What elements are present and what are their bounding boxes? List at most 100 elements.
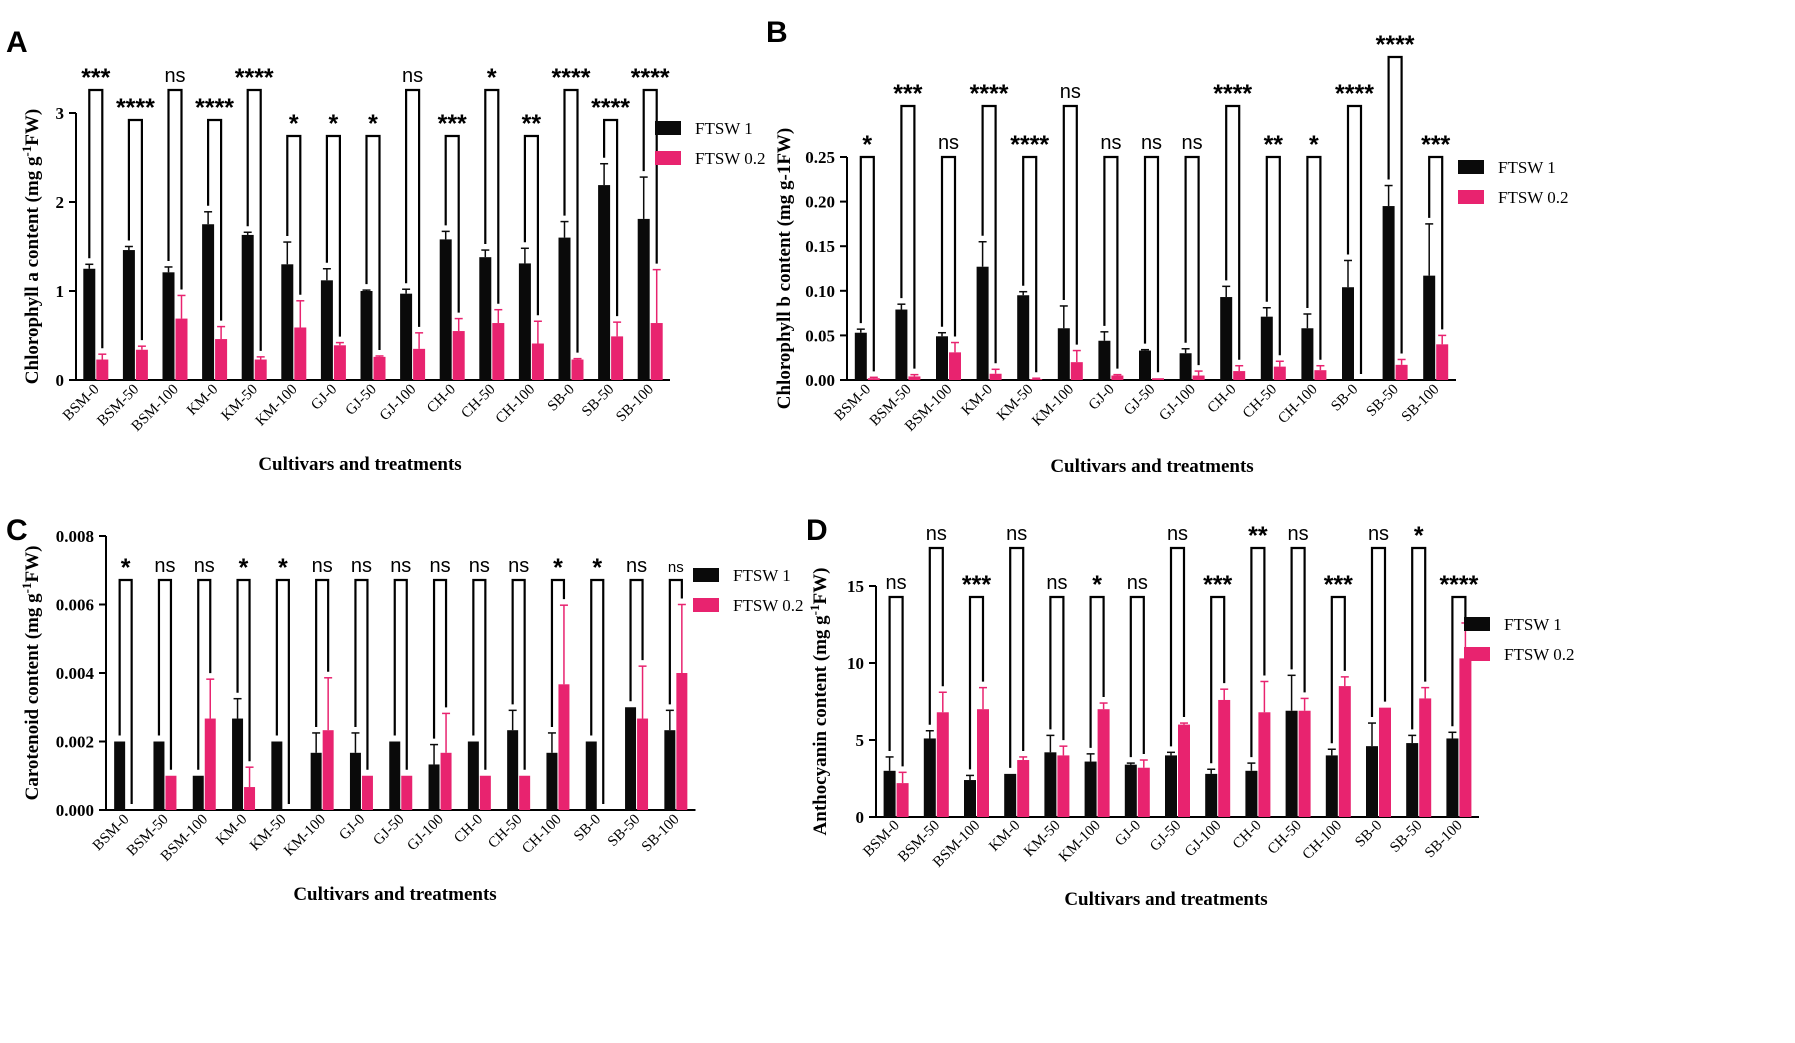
bar-ftsw1 xyxy=(518,263,531,380)
x-tick-label: KM-0 xyxy=(213,812,250,849)
significance-label: **** xyxy=(195,94,234,122)
bar-ftsw1 xyxy=(1301,328,1314,380)
significance-bracket xyxy=(1428,155,1444,330)
bar-ftsw02 xyxy=(611,336,624,380)
significance-label: ns xyxy=(1288,523,1309,545)
bar-ftsw1 xyxy=(1382,206,1395,380)
bar-ftsw02 xyxy=(413,348,426,380)
bar-ftsw02 xyxy=(1419,698,1432,817)
significance-bracket xyxy=(940,155,957,337)
y-axis-title: Chlorophyll a content (mg g-1FW) xyxy=(19,109,43,384)
legend-label-ftsw1: FTSW 1 xyxy=(733,566,791,585)
y-tick-label: 0.006 xyxy=(56,596,94,615)
bar-ftsw02 xyxy=(440,752,452,810)
bar-ftsw1 xyxy=(349,752,361,810)
significance-bracket xyxy=(354,578,369,770)
legend-swatch-ftsw1 xyxy=(655,121,681,135)
significance-bracket xyxy=(393,578,408,770)
panel-letter: B xyxy=(766,16,788,49)
significance-bracket xyxy=(1022,155,1038,373)
bar-ftsw02 xyxy=(531,343,544,380)
bar-ftsw02 xyxy=(165,775,177,810)
x-axis-title: Cultivars and treatments xyxy=(293,884,496,905)
y-tick-label: 3 xyxy=(56,104,65,123)
bar-ftsw1 xyxy=(923,738,936,817)
significance-bracket xyxy=(275,578,290,804)
bar-ftsw02 xyxy=(637,718,649,810)
significance-label: ** xyxy=(522,110,542,138)
significance-label: **** xyxy=(235,64,274,92)
significance-bracket xyxy=(325,134,341,337)
bar-ftsw1 xyxy=(1165,755,1177,817)
significance-bracket xyxy=(1290,546,1306,693)
bar-ftsw02 xyxy=(1137,767,1150,817)
significance-bracket xyxy=(197,578,212,770)
y-tick-label: 0.05 xyxy=(805,326,835,345)
x-tick-label: SB-50 xyxy=(605,812,643,850)
y-tick-label: 1 xyxy=(56,282,65,301)
x-tick-label: GJ-50 xyxy=(343,382,380,419)
x-tick-label: KM-100 xyxy=(1029,382,1077,430)
x-tick-label: GJ-0 xyxy=(1086,382,1118,414)
bar-ftsw1 xyxy=(854,332,867,380)
x-tick-label: KM-100 xyxy=(253,382,301,430)
significance-bracket xyxy=(118,578,133,804)
x-tick-label: GJ-0 xyxy=(308,382,340,414)
bar-ftsw02 xyxy=(244,787,256,810)
significance-label: ns xyxy=(154,555,175,577)
significance-label: ns xyxy=(390,555,411,577)
significance-label: *** xyxy=(1324,571,1353,599)
significance-bracket xyxy=(405,88,421,327)
y-tick-label: 0.10 xyxy=(805,282,835,301)
y-tick-label: 0 xyxy=(856,808,865,827)
bar-ftsw02 xyxy=(1258,712,1271,817)
significance-label: **** xyxy=(1376,31,1415,59)
significance-bracket xyxy=(246,88,262,351)
bar-ftsw02 xyxy=(936,712,949,817)
x-tick-label: CH-0 xyxy=(451,812,486,847)
legend-label-ftsw02: FTSW 0.2 xyxy=(1504,645,1575,664)
significance-label: **** xyxy=(970,80,1009,108)
legend-label-ftsw1: FTSW 1 xyxy=(1498,158,1556,177)
bar-ftsw1 xyxy=(585,741,597,810)
bar-ftsw1 xyxy=(1285,710,1298,817)
bar-ftsw1 xyxy=(558,237,571,380)
y-axis-title: Carotenoid content (mg g-1FW) xyxy=(19,546,43,801)
x-tick-label: SB-0 xyxy=(571,812,604,845)
bar-ftsw1 xyxy=(1057,328,1070,380)
bar-ftsw1 xyxy=(83,268,96,380)
significance-label: ns xyxy=(508,555,529,577)
legend-label-ftsw02: FTSW 0.2 xyxy=(695,149,766,168)
significance-label: ns xyxy=(164,65,185,87)
y-tick-label: 0.25 xyxy=(805,148,835,167)
significance-label: **** xyxy=(631,64,670,92)
bar-ftsw02 xyxy=(175,318,188,380)
significance-bracket xyxy=(432,578,448,739)
significance-bracket xyxy=(1387,55,1403,354)
bar-ftsw1 xyxy=(964,780,976,817)
bar-ftsw02 xyxy=(1459,658,1472,817)
significance-label: ** xyxy=(1264,131,1284,159)
significance-bracket xyxy=(236,578,251,762)
bar-ftsw02 xyxy=(1273,366,1286,380)
bar-ftsw1 xyxy=(467,741,479,810)
significance-bracket xyxy=(888,595,904,767)
bar-ftsw02 xyxy=(989,373,1002,380)
significance-label: ns xyxy=(1167,523,1188,545)
significance-bracket xyxy=(1411,546,1427,730)
legend-label-ftsw1: FTSW 1 xyxy=(695,119,753,138)
bar-ftsw1 xyxy=(1342,287,1354,380)
bar-ftsw1 xyxy=(1139,350,1151,380)
bar-ftsw1 xyxy=(1260,316,1273,380)
x-tick-label: SB-100 xyxy=(613,382,657,426)
x-tick-label: KM-0 xyxy=(184,382,221,419)
legend-swatch-ftsw1 xyxy=(1464,617,1490,631)
significance-bracket xyxy=(590,578,605,804)
bar-ftsw02 xyxy=(1298,710,1311,817)
x-tick-label: CH-0 xyxy=(1205,382,1240,417)
bar-ftsw02 xyxy=(896,783,909,817)
significance-bracket xyxy=(981,104,997,364)
x-tick-label: SB-0 xyxy=(545,382,578,415)
significance-label: * xyxy=(289,110,299,138)
significance-label: ns xyxy=(1141,132,1162,154)
